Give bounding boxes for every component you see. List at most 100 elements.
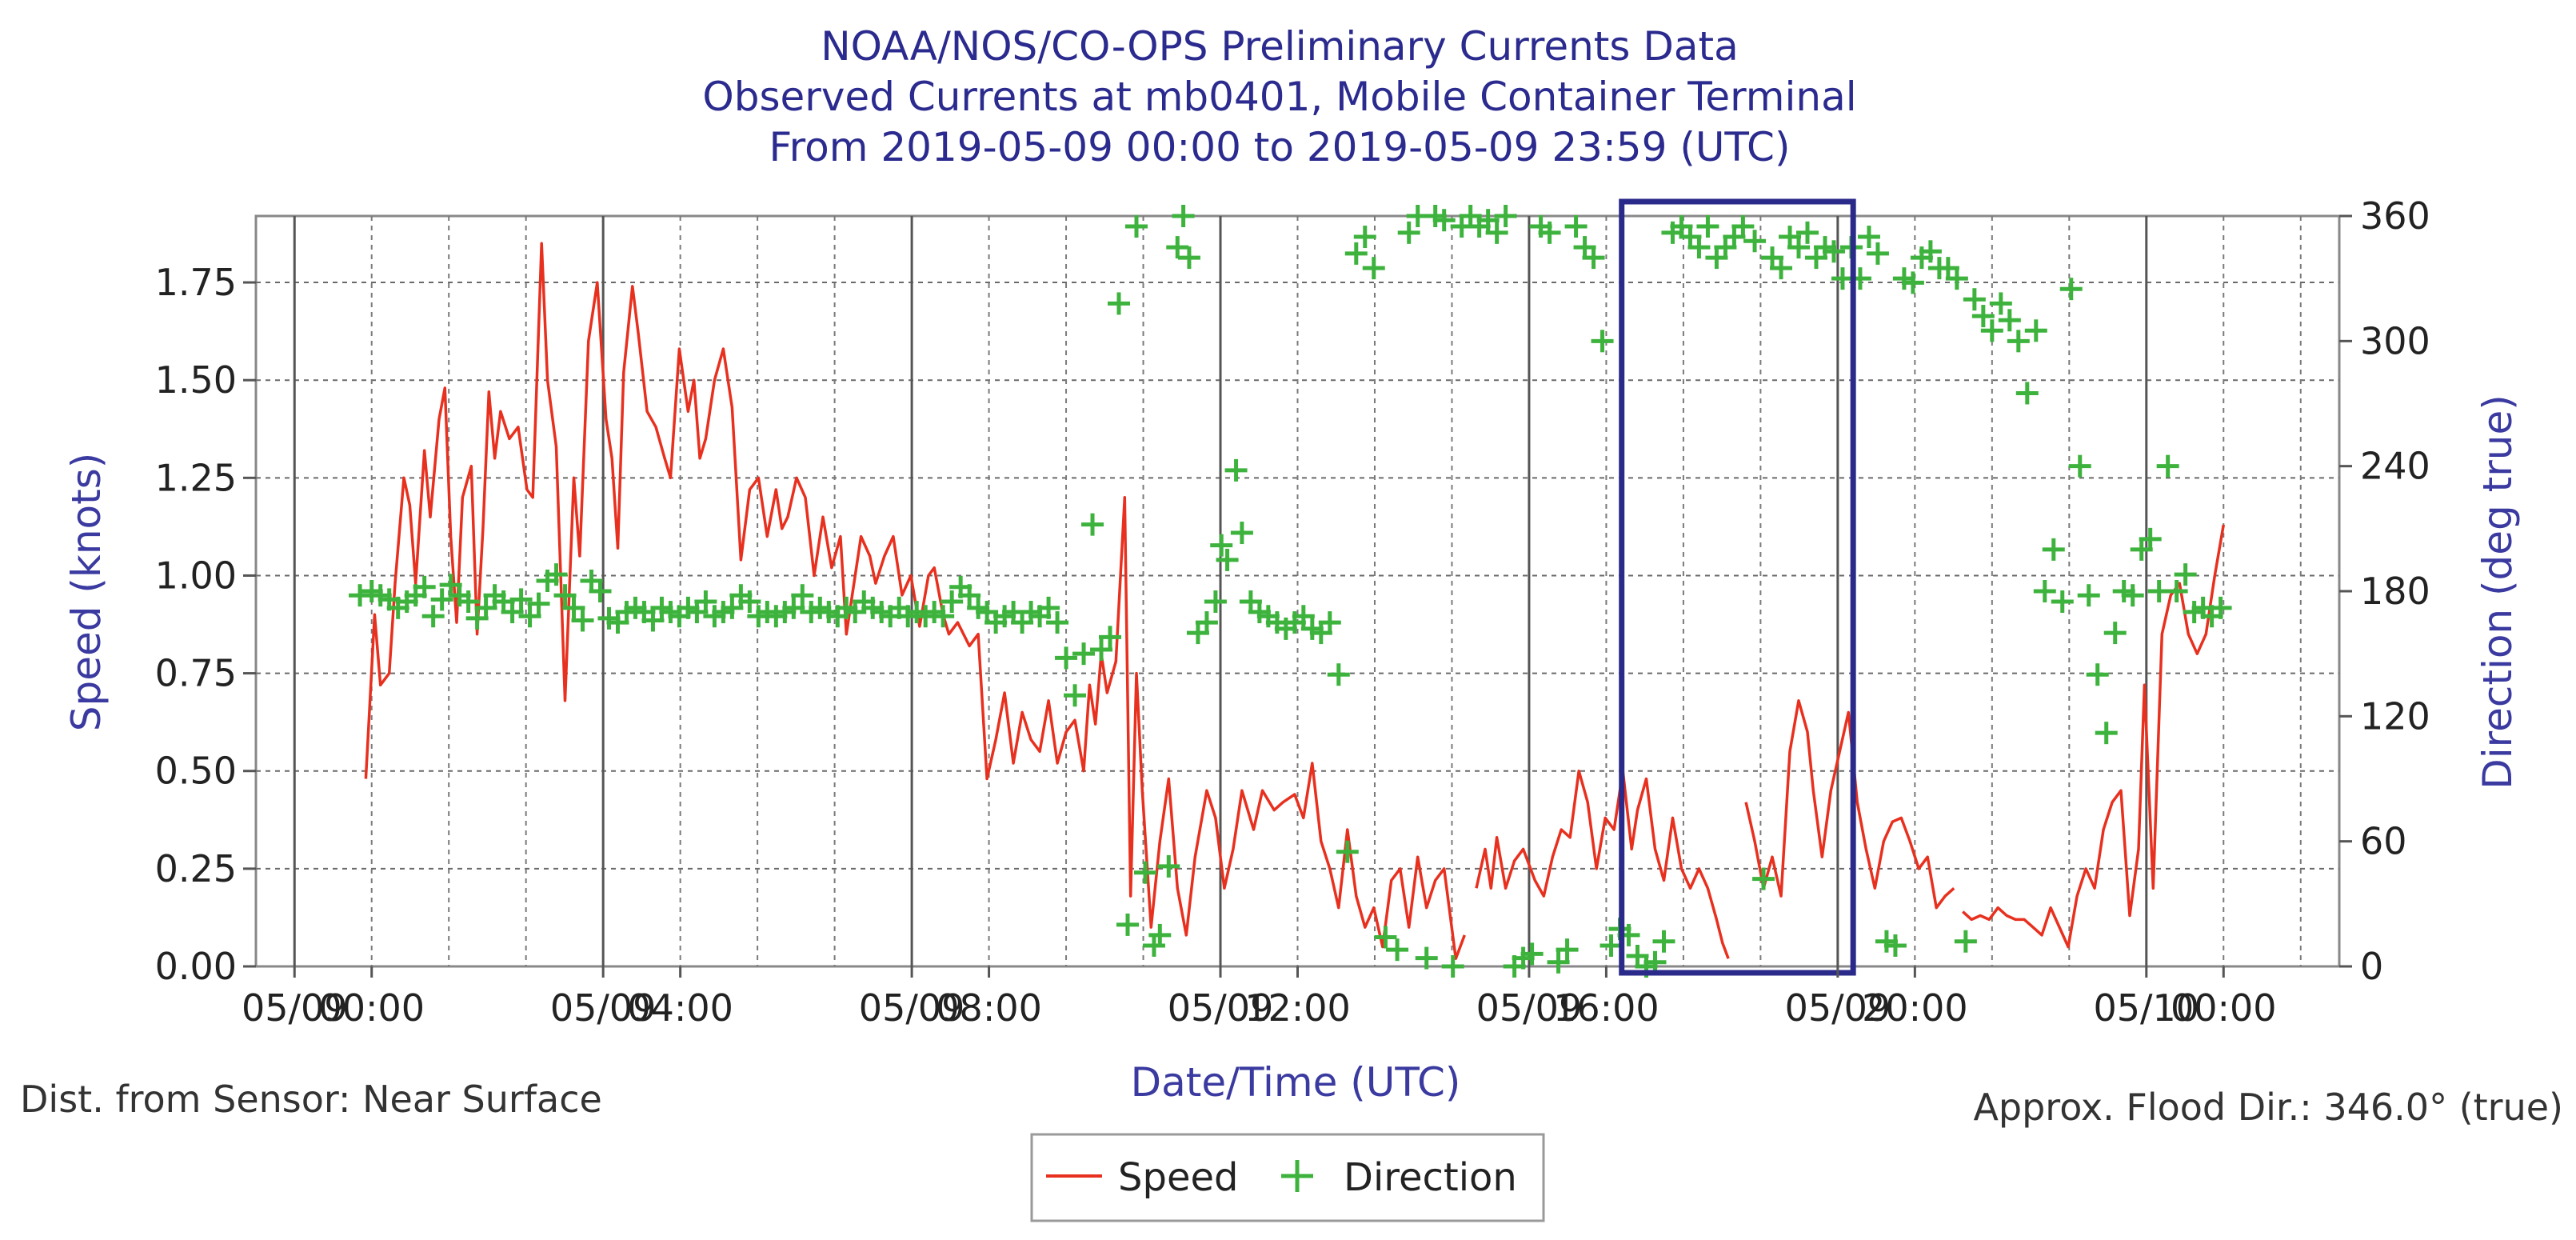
direction-point <box>421 605 445 628</box>
direction-point <box>1998 309 2021 332</box>
direction-point <box>1971 305 1995 328</box>
direction-point <box>553 584 577 607</box>
y-right-tick-label: 120 <box>2360 694 2430 738</box>
direction-point <box>1116 913 1139 936</box>
direction-point <box>2068 454 2091 478</box>
x-tick-label: 05/10 <box>2094 986 2200 1030</box>
direction-point <box>1230 522 1253 545</box>
direction-point <box>2033 580 2056 602</box>
direction-point <box>1752 867 1775 890</box>
x-tick-label: 05/09 <box>1476 986 1583 1030</box>
y-left-tick-label: 1.25 <box>155 456 237 499</box>
x-tick-label: 05/09 <box>859 986 965 1030</box>
chart-title-line-3: From 2019-05-09 00:00 to 2019-05-09 23:5… <box>769 124 1791 170</box>
direction-point <box>1600 934 1623 957</box>
direction-point <box>2077 584 2100 607</box>
direction-point <box>1046 611 1069 634</box>
direction-point <box>527 592 550 615</box>
direction-point <box>1157 854 1180 878</box>
y-left-tick-label: 1.75 <box>155 261 237 304</box>
chart-title-line-1: NOAA/NOS/CO-OPS Preliminary Currents Dat… <box>821 23 1738 70</box>
direction-point <box>1148 923 1172 946</box>
direction-point <box>1954 930 1977 953</box>
x-tick-label: 20:00 <box>1862 986 1968 1030</box>
y-right-tick-label: 0 <box>2360 945 2383 988</box>
direction-point <box>2174 563 2197 586</box>
direction-point <box>1441 955 1464 978</box>
direction-point <box>2209 596 2232 619</box>
y-right-tick-label: 180 <box>2360 570 2430 613</box>
direction-point <box>782 596 805 619</box>
direction-point <box>589 580 612 602</box>
direction-point <box>2051 590 2074 614</box>
direction-point <box>413 575 436 598</box>
direction-point <box>1362 257 1385 280</box>
direction-point <box>1216 548 1239 571</box>
direction-point <box>2139 527 2162 550</box>
y-left-tick-label: 0.50 <box>155 750 237 793</box>
chart-title: NOAA/NOS/CO-OPS Preliminary Currents Dat… <box>702 23 1856 170</box>
direction-point <box>1687 236 1711 259</box>
direction-point <box>518 605 541 628</box>
direction-point <box>1770 257 1793 280</box>
direction-point <box>1415 946 1438 970</box>
direction-point <box>721 596 744 619</box>
direction-point <box>1195 611 1218 634</box>
direction-point <box>791 584 814 607</box>
direction-point <box>1591 330 1614 353</box>
direction-point <box>1037 596 1060 619</box>
direction-point <box>2095 722 2118 745</box>
speed-line-segment <box>1744 699 1955 910</box>
direction-point <box>1696 215 1719 238</box>
direction-point <box>941 590 964 614</box>
x-tick-label: 05/09 <box>1168 986 1274 1030</box>
direction-point <box>641 609 665 632</box>
x-tick-label: 08:00 <box>936 986 1042 1030</box>
direction-point <box>2059 278 2083 301</box>
x-tick-label: 00:00 <box>2171 986 2277 1030</box>
y-right-tick-label: 240 <box>2360 445 2430 488</box>
direction-point <box>1564 215 1588 238</box>
y-right-tick-label: 60 <box>2360 820 2407 863</box>
direction-point <box>1055 646 1078 670</box>
direction-point <box>562 596 585 619</box>
y-axis-right-title: Direction (deg true) <box>2474 394 2521 790</box>
direction-point <box>1980 319 2003 342</box>
speed-series <box>364 242 2226 960</box>
direction-point <box>430 588 453 611</box>
y-left-tick-label: 1.50 <box>155 358 237 402</box>
direction-point <box>1787 236 1811 259</box>
direction-point <box>2042 538 2065 561</box>
direction-point <box>1883 934 1907 957</box>
chart-title-line-2: Observed Currents at mb0401, Mobile Cont… <box>702 74 1856 120</box>
direction-point <box>1822 240 1845 263</box>
direction-point <box>1476 209 1500 232</box>
direction-point <box>1108 292 1131 315</box>
direction-point <box>2121 584 2144 607</box>
direction-point <box>1582 246 1605 270</box>
y-axis-left-title: Speed (knots) <box>63 453 110 732</box>
direction-point <box>2024 319 2047 342</box>
footer-sensor-distance: Dist. from Sensor: Near Surface <box>20 1078 602 1121</box>
direction-point <box>2165 580 2188 602</box>
speed-line-segment <box>364 242 1466 960</box>
highlight-box <box>1619 198 1856 976</box>
legend-speed-label: Speed <box>1118 1155 1238 1200</box>
direction-point <box>474 596 497 619</box>
direction-point <box>1292 605 1315 628</box>
direction-point <box>1989 292 2012 315</box>
legend-direction-swatch <box>1281 1160 1313 1192</box>
direction-point <box>1064 684 1087 707</box>
direction-point <box>349 584 372 607</box>
direction-point <box>1485 221 1508 244</box>
direction-point <box>1945 267 1968 290</box>
direction-point <box>1796 221 1819 244</box>
direction-point <box>2103 622 2127 645</box>
direction-point <box>1177 246 1200 270</box>
y-right-tick-label: 360 <box>2360 194 2430 238</box>
direction-point <box>1919 240 1942 263</box>
y-left-tick-label: 0.75 <box>155 652 237 695</box>
direction-point <box>1081 513 1104 536</box>
